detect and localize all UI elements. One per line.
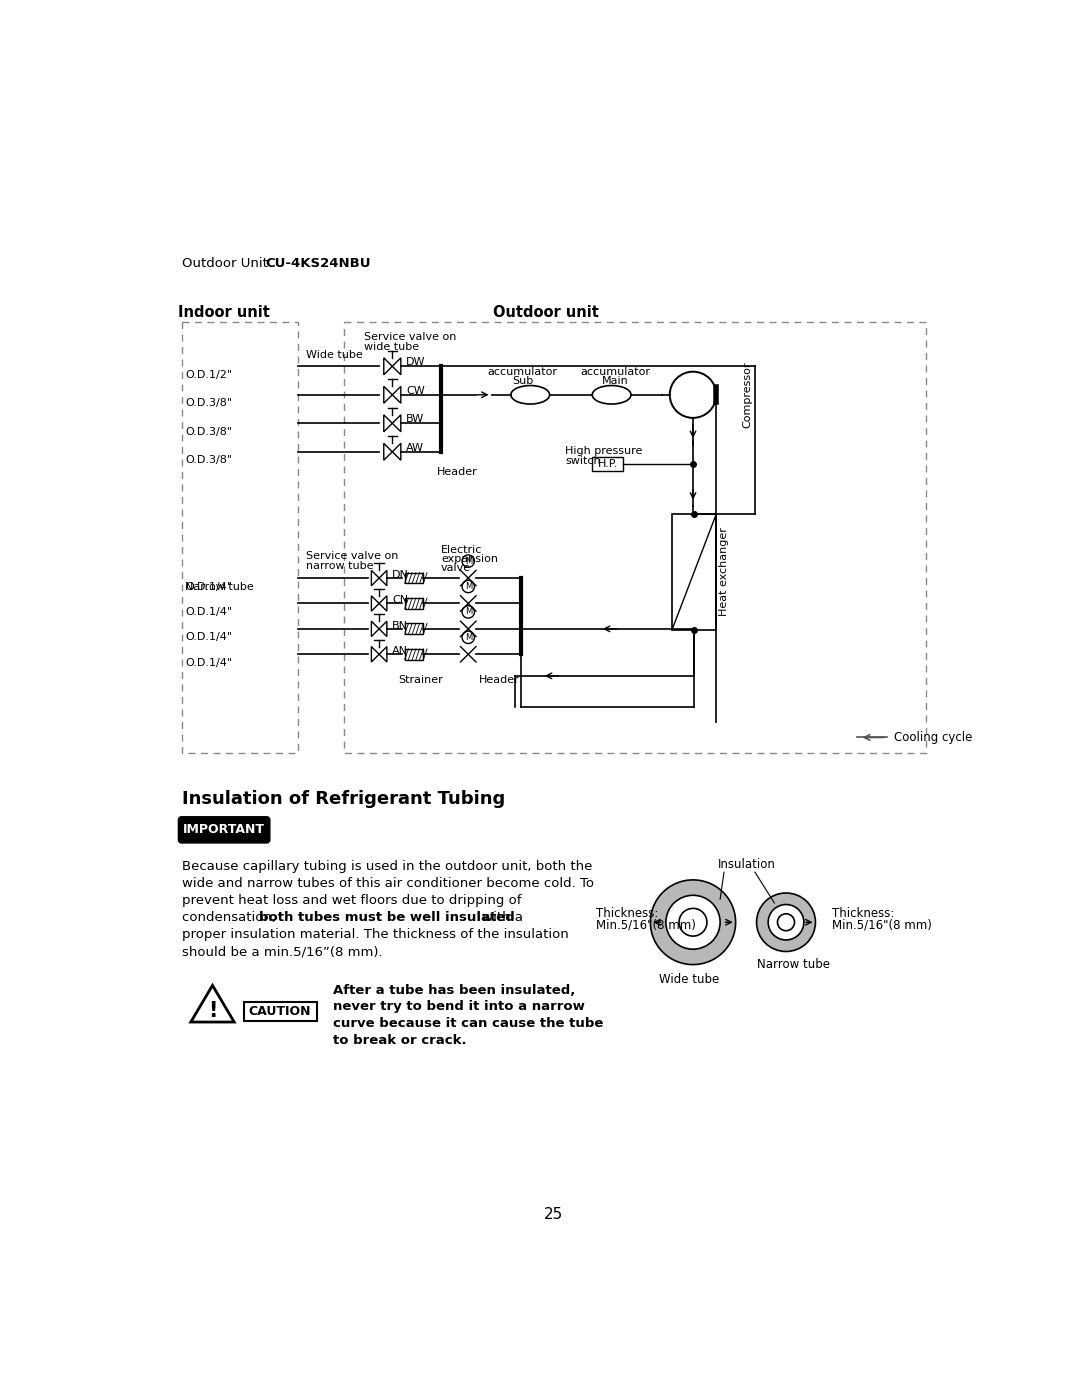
Text: Electric: Electric: [441, 545, 483, 555]
Text: with a: with a: [477, 911, 523, 925]
Text: O.D.3/8": O.D.3/8": [186, 426, 232, 437]
Text: Outdoor Unit: Outdoor Unit: [181, 257, 275, 271]
Text: expansion: expansion: [441, 553, 498, 564]
Text: never try to bend it into a narrow: never try to bend it into a narrow: [333, 1000, 584, 1013]
Text: Narrow tube: Narrow tube: [757, 958, 831, 971]
Text: CN: CN: [392, 595, 408, 605]
Text: wide and narrow tubes of this air conditioner become cold. To: wide and narrow tubes of this air condit…: [181, 877, 594, 890]
Text: curve because it can cause the tube: curve because it can cause the tube: [333, 1017, 603, 1031]
Circle shape: [666, 895, 720, 949]
Text: CAUTION: CAUTION: [248, 1004, 311, 1018]
Text: Service valve on: Service valve on: [306, 550, 397, 560]
Bar: [405, 598, 423, 609]
Text: to break or crack.: to break or crack.: [333, 1034, 467, 1048]
Text: Heat exchanger: Heat exchanger: [719, 528, 729, 616]
Text: both tubes must be well insulated: both tubes must be well insulated: [259, 911, 515, 925]
Text: CW: CW: [406, 386, 426, 395]
Text: wide tube: wide tube: [364, 342, 419, 352]
Text: Insulation: Insulation: [718, 858, 777, 870]
Text: Cooling cycle: Cooling cycle: [894, 731, 973, 745]
Circle shape: [679, 908, 707, 936]
Text: BN: BN: [392, 620, 408, 631]
Text: DW: DW: [406, 358, 426, 367]
Bar: [405, 573, 423, 584]
Text: High pressure: High pressure: [565, 446, 643, 455]
Text: 25: 25: [544, 1207, 563, 1222]
Text: !: !: [207, 1000, 217, 1021]
Text: IMPORTANT: IMPORTANT: [184, 823, 265, 837]
Text: Because capillary tubing is used in the outdoor unit, both the: Because capillary tubing is used in the …: [181, 861, 592, 873]
Circle shape: [650, 880, 735, 964]
Text: proper insulation material. The thickness of the insulation: proper insulation material. The thicknes…: [181, 928, 568, 942]
Text: O.D.1/4": O.D.1/4": [186, 581, 232, 591]
Text: AN: AN: [392, 647, 408, 657]
Bar: [405, 648, 423, 659]
Text: Main: Main: [603, 376, 629, 386]
Text: O.D.1/4": O.D.1/4": [186, 658, 232, 668]
Text: CU-4KS24NBU: CU-4KS24NBU: [266, 257, 370, 271]
Text: Service valve on: Service valve on: [364, 332, 456, 342]
Text: Min.5/16"(8 mm): Min.5/16"(8 mm): [833, 919, 932, 932]
Text: O.D.1/4": O.D.1/4": [186, 606, 232, 617]
Text: accumulator: accumulator: [581, 366, 650, 377]
Circle shape: [757, 893, 815, 951]
Text: Thickness:: Thickness:: [596, 907, 659, 919]
Text: should be a min.5/16”(8 mm).: should be a min.5/16”(8 mm).: [181, 944, 382, 958]
Text: M: M: [464, 556, 472, 566]
Bar: [672, 514, 716, 630]
Text: Sub: Sub: [512, 376, 534, 386]
Bar: [405, 623, 423, 634]
Text: valve: valve: [441, 563, 471, 573]
Text: BW: BW: [406, 415, 424, 425]
Text: O.D.1/4": O.D.1/4": [186, 633, 232, 643]
Text: Thickness:: Thickness:: [833, 907, 895, 919]
Text: DN: DN: [392, 570, 409, 580]
Text: Wide tube: Wide tube: [306, 349, 362, 360]
Text: Compressor: Compressor: [742, 362, 753, 427]
Text: M: M: [464, 633, 472, 641]
Text: accumulator: accumulator: [487, 366, 557, 377]
Text: Indoor unit: Indoor unit: [178, 305, 270, 320]
Text: Narrow tube: Narrow tube: [186, 583, 254, 592]
Text: H.P.: H.P.: [597, 460, 618, 469]
Text: Wide tube: Wide tube: [659, 974, 719, 986]
Text: M: M: [464, 583, 472, 591]
Text: Header: Header: [437, 467, 478, 476]
Bar: [592, 457, 623, 471]
Text: Min.5/16"(8 mm): Min.5/16"(8 mm): [596, 919, 696, 932]
Text: condensation,: condensation,: [181, 911, 280, 925]
Bar: [243, 1002, 318, 1021]
Text: Strainer: Strainer: [397, 675, 443, 685]
Text: switch: switch: [565, 455, 600, 467]
Text: M: M: [464, 608, 472, 616]
FancyBboxPatch shape: [178, 817, 270, 842]
Circle shape: [768, 904, 804, 940]
Circle shape: [778, 914, 795, 930]
Text: O.D.3/8": O.D.3/8": [186, 398, 232, 408]
Text: prevent heat loss and wet floors due to dripping of: prevent heat loss and wet floors due to …: [181, 894, 521, 907]
Text: narrow tube: narrow tube: [306, 560, 373, 571]
Text: Insulation of Refrigerant Tubing: Insulation of Refrigerant Tubing: [181, 791, 504, 807]
Text: AW: AW: [406, 443, 424, 453]
Text: Outdoor unit: Outdoor unit: [492, 305, 598, 320]
Text: Header: Header: [478, 675, 519, 685]
Text: O.D.3/8": O.D.3/8": [186, 455, 232, 465]
Text: O.D.1/2": O.D.1/2": [186, 370, 232, 380]
Text: After a tube has been insulated,: After a tube has been insulated,: [333, 983, 575, 996]
